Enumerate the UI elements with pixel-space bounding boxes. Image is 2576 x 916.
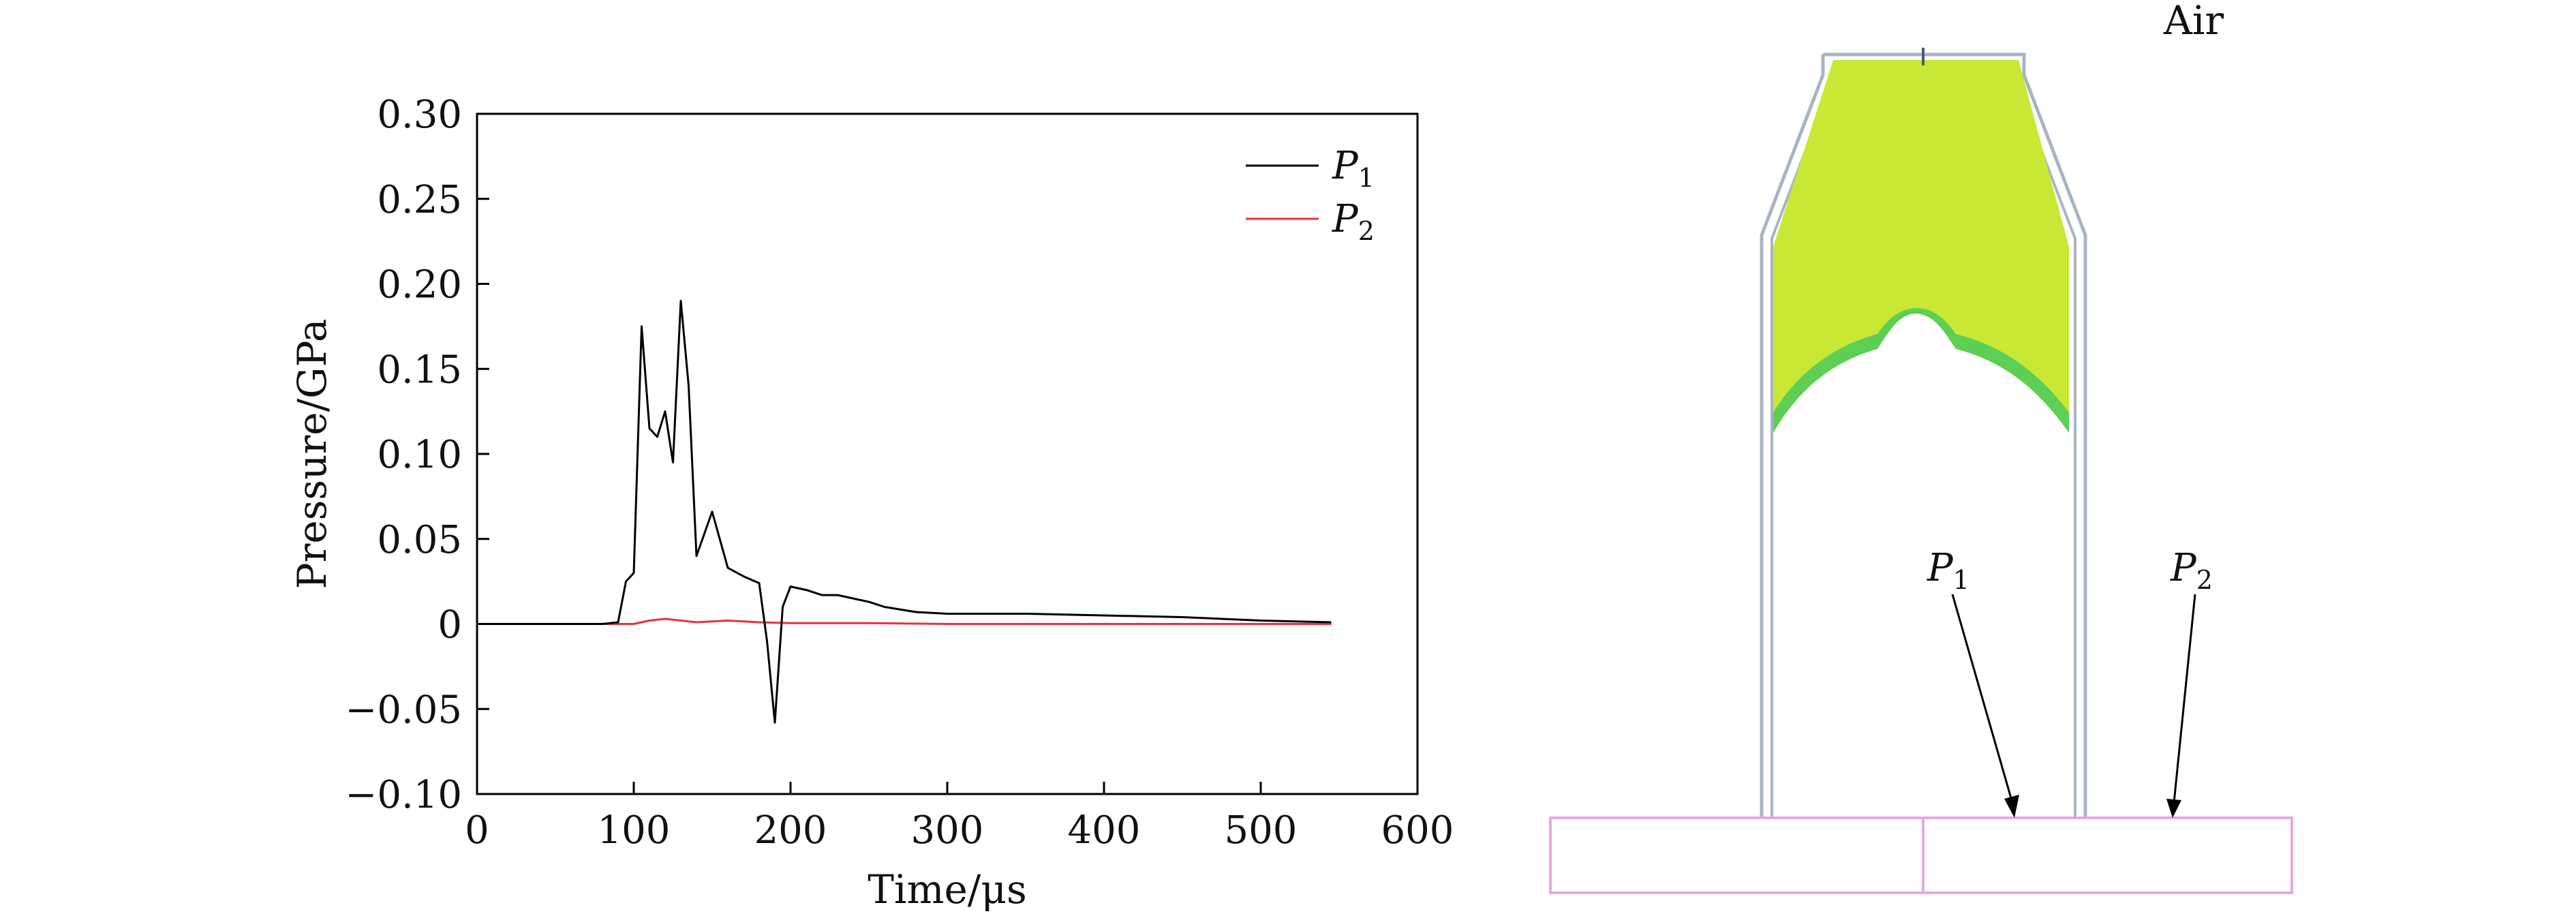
y-tick-label: 0.30 [377,93,462,137]
x-tick-label: 500 [1225,808,1298,853]
y-tick-label: 0.05 [377,518,462,562]
air-label: Air [2163,0,2224,44]
series-line-p1 [477,299,1332,724]
x-axis-title: Time/μs [868,866,1027,913]
y-tick-label: −0.10 [345,773,462,817]
pressure-time-chart: −0.10 −0.05 0 0.05 0.10 0.15 0.20 0.25 0.30 0 100… [289,93,1454,913]
legend: P1 P2 [1246,144,1375,246]
probe-arrowhead-p1 [2004,795,2019,818]
series-layer [477,299,1332,724]
plot-frame [476,112,1419,795]
probe-label-p1: P1 [1927,546,1969,595]
x-tick-label: 200 [754,808,827,853]
x-tick-label: 0 [465,808,489,853]
casing-outer-outline-left [1760,55,1825,818]
y-tick-label: 0.20 [377,263,462,307]
explosive-charge [1773,60,2069,433]
x-tick-label: 400 [1068,808,1141,853]
x-tick-label: 300 [911,808,984,853]
series-line-p2 [477,617,1332,625]
probe-arrow-p1 [1951,594,2014,804]
simulation-diagram: Air P1 P2 [1549,0,2293,894]
y-tick-label: 0.25 [377,178,462,222]
y-tick-label: −0.05 [345,688,462,732]
legend-label-p1: P1 [1332,144,1375,193]
probe-arrowhead-p2 [2166,799,2181,818]
target-plate [1549,816,2293,894]
probe-label-p2: P2 [2170,546,2213,595]
probe-arrow-p2 [2173,594,2196,804]
y-tick-label: 0.10 [377,433,462,477]
y-axis-ticks: −0.10 −0.05 0 0.05 0.10 0.15 0.20 0.25 0.30 [345,93,489,817]
liner [1773,308,2069,433]
y-tick-label: 0 [438,603,462,647]
y-tick-label: 0.15 [377,348,462,392]
y-axis-title: Pressure/GPa [289,319,335,590]
x-tick-label: 100 [598,808,671,853]
casing-outer-outline [1823,52,2087,818]
x-tick-label: 600 [1381,808,1454,853]
legend-label-p2: P2 [1332,197,1375,246]
x-axis-ticks: 0 100 200 300 400 500 600 [465,782,1454,853]
